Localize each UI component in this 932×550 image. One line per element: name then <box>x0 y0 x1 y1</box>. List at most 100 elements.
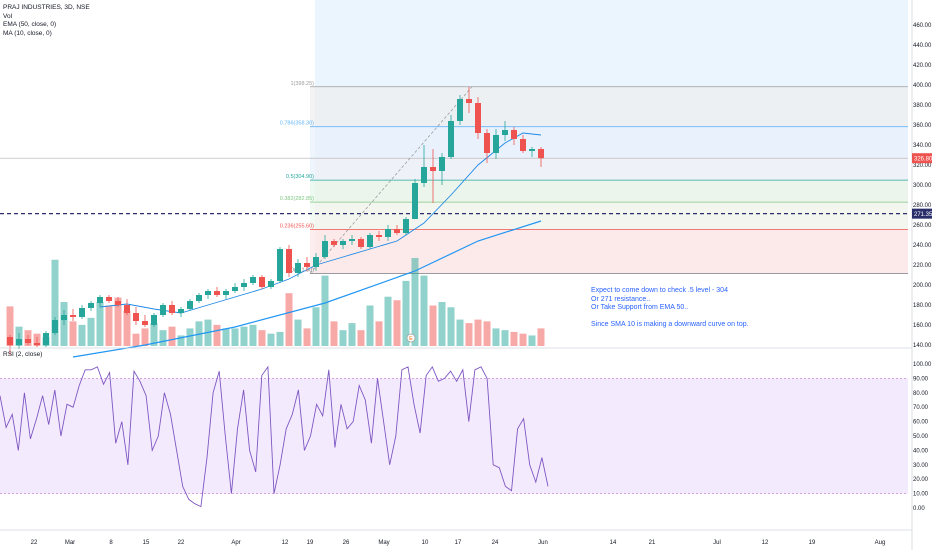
candle-body <box>484 133 490 153</box>
volume-bar <box>96 302 104 346</box>
volume-bar <box>402 280 410 346</box>
legend-vol[interactable]: Vol <box>3 12 13 20</box>
time-tick-label: 12 <box>762 540 769 546</box>
candle-body <box>520 139 526 151</box>
candle <box>115 297 121 307</box>
fibonacci-retracement[interactable]: 1(398.25) 0.786(358.30) 0.5(304.90) 0.382(2… <box>0 81 908 274</box>
volume-bar <box>168 326 176 346</box>
time-tick-label: Aug <box>875 540 886 546</box>
volume-bar <box>240 326 248 346</box>
candle-body <box>358 239 364 247</box>
price-tick-label: 300.00 <box>913 183 932 189</box>
volume-bar <box>258 330 266 346</box>
volume-bar <box>465 323 473 346</box>
candle-body <box>7 337 13 345</box>
volume-bar <box>294 319 302 346</box>
ma10-line <box>99 132 542 314</box>
legend-ema[interactable]: EMA (50, close, 0) <box>3 21 57 28</box>
time-tick-label: 22 <box>178 540 185 546</box>
rsi-band <box>0 378 908 494</box>
candle <box>394 225 400 235</box>
rsi-tick-label: 100.00 <box>913 362 932 368</box>
volume-bar <box>447 307 455 346</box>
candle-body <box>493 135 499 153</box>
candle-body <box>241 283 247 287</box>
price-tick-label: 380.00 <box>913 103 932 109</box>
candle-body <box>25 339 31 343</box>
candle-body <box>70 315 76 317</box>
candle-body <box>376 235 382 237</box>
fib-label: 0.786(358.30) <box>280 121 314 127</box>
volume-bar <box>222 328 230 346</box>
volume-bar <box>474 319 482 346</box>
candle <box>205 289 211 299</box>
volume-bar <box>429 305 437 346</box>
candle-body <box>97 297 103 303</box>
candle-body <box>232 287 238 291</box>
candle-body <box>79 308 85 317</box>
candle <box>412 179 418 219</box>
annotation-line <box>591 313 821 322</box>
time-tick-label: 22 <box>31 540 38 546</box>
ema50-line <box>72 220 542 358</box>
volume-bar <box>105 305 113 346</box>
volume-bar <box>384 296 392 346</box>
candle-body <box>268 281 274 287</box>
legend-symbol[interactable]: PRAJ INDUSTRIES, 3D, NSE <box>3 4 90 11</box>
rsi-pane[interactable] <box>0 365 908 508</box>
rsi-line <box>0 365 549 508</box>
rsi-title[interactable]: RSI (2, close) <box>3 351 43 358</box>
candle <box>358 237 364 249</box>
earnings-marker: E <box>406 333 416 343</box>
volume-bar <box>51 259 59 346</box>
price-tick-label: 280.00 <box>913 203 932 209</box>
annotation-line: Since SMA 10 is making a downward curve … <box>591 321 749 329</box>
volume-bar <box>231 328 239 346</box>
volume-bar <box>285 293 293 346</box>
candle-body <box>142 321 148 325</box>
candle-body <box>349 239 355 241</box>
price-tick-label: 400.00 <box>913 83 932 89</box>
rsi-tick-label: 40.00 <box>913 448 929 454</box>
candle-body <box>421 167 427 183</box>
time-tick-label: 19 <box>809 540 816 546</box>
time-tick-label: 8 <box>109 540 113 546</box>
fib-band <box>310 86 908 127</box>
annotation-line: Or 271 resistance.. <box>591 295 651 303</box>
candle-body <box>34 343 40 345</box>
fib-label: 0.5(304.90) <box>286 174 314 180</box>
candle <box>367 233 373 249</box>
fib-label: 0.236(255.60) <box>280 223 314 229</box>
candle-body <box>313 257 319 267</box>
time-tick-label: 17 <box>455 540 462 546</box>
candle-body <box>88 303 94 308</box>
candle-body <box>430 167 436 171</box>
rsi-tick-label: 70.00 <box>913 405 929 411</box>
candle-body <box>250 277 256 283</box>
legend-ma[interactable]: MA (10, close, 0) <box>3 29 52 37</box>
price-tick-label: 260.00 <box>913 223 932 229</box>
volume-bar <box>114 297 122 346</box>
candle-body <box>403 219 409 233</box>
candle <box>403 217 409 235</box>
volume-bar <box>186 328 194 346</box>
candle-body <box>304 263 310 267</box>
fib-label: 0(211.50) <box>291 268 314 274</box>
candle-body <box>169 305 175 313</box>
candle-body <box>502 130 508 135</box>
text-annotation[interactable]: Expect to come down to check .5 level - … <box>591 287 821 330</box>
candle <box>52 317 58 335</box>
candles[interactable]: E <box>7 87 544 355</box>
price-tick-label: 240.00 <box>913 243 932 249</box>
time-tick-label: May <box>378 540 389 546</box>
level-badge <box>912 208 932 219</box>
candle-body <box>151 315 157 325</box>
candle-body <box>466 99 472 103</box>
volume-bar <box>303 328 311 346</box>
volume-bar <box>141 328 149 346</box>
candle-body <box>385 229 391 237</box>
rsi-tick-label: 60.00 <box>913 420 929 426</box>
time-tick-label: 12 <box>282 540 289 546</box>
